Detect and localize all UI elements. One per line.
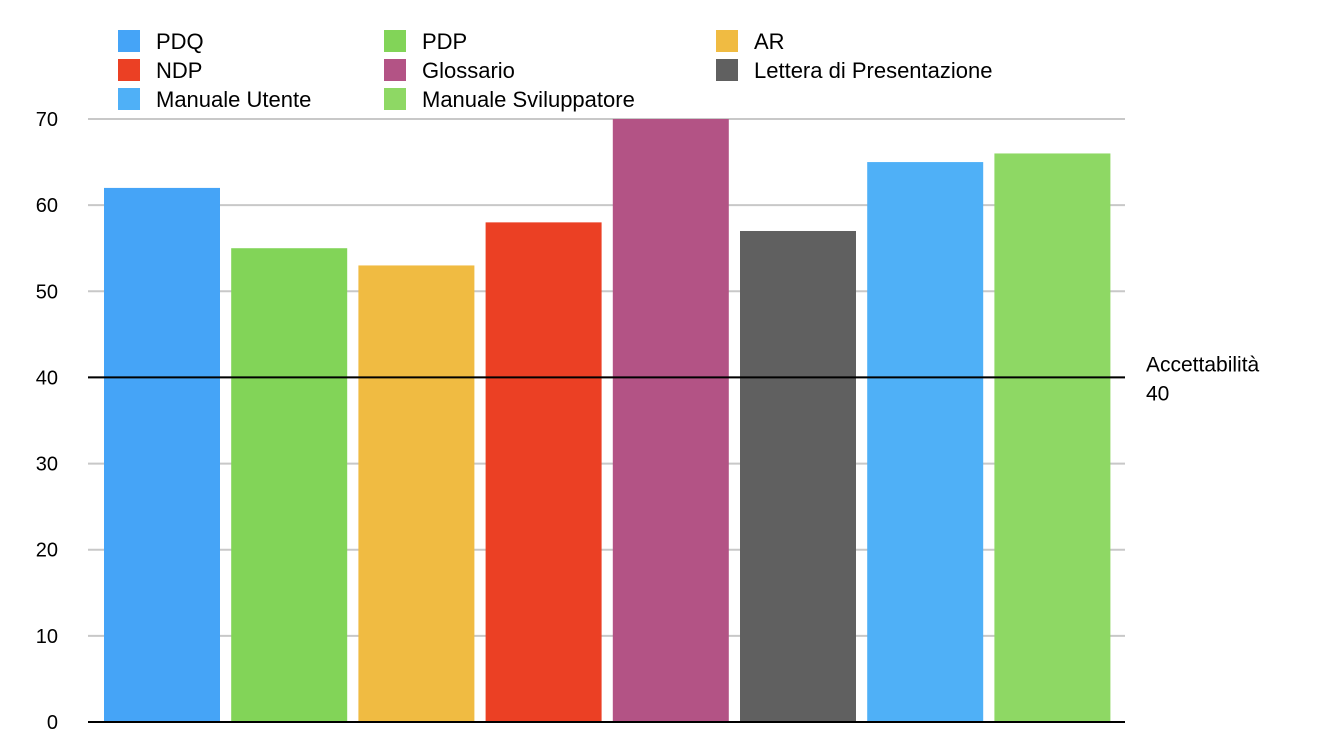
bar-ar — [358, 265, 475, 722]
y-tick-label-70: 70 — [36, 109, 58, 131]
reference-line-group: Accettabilità 40 — [88, 353, 1260, 405]
y-tick-label-50: 50 — [36, 281, 58, 303]
bars — [104, 119, 1111, 723]
legend-label-pdp: PDP — [422, 29, 467, 54]
y-axis: 0 10 20 30 40 50 60 70 — [36, 109, 1125, 734]
legend-label-glossario: Glossario — [422, 58, 515, 83]
reference-line-label: Accettabilità — [1146, 353, 1260, 376]
bar-manuale-sviluppatore — [994, 153, 1111, 722]
y-tick-label-20: 20 — [36, 540, 58, 562]
legend-label-lettera-di-presentazione: Lettera di Presentazione — [754, 58, 993, 83]
bar-pdq — [104, 187, 220, 722]
bar-glossario — [612, 119, 729, 722]
y-tick-label-30: 30 — [36, 454, 58, 476]
y-tick-label-10: 10 — [36, 626, 58, 648]
legend-label-manuale-sviluppatore: Manuale Sviluppatore — [422, 87, 635, 112]
bar-lettera-di-presentazione — [740, 230, 856, 722]
legend-swatch-pdp — [384, 30, 406, 52]
legend-swatch-manuale-sviluppatore — [384, 88, 406, 110]
legend-swatch-manuale-utente — [118, 88, 140, 110]
y-tick-label-60: 60 — [36, 195, 58, 217]
y-tick-label-0: 0 — [47, 712, 58, 734]
reference-line-value: 40 — [1146, 382, 1169, 405]
legend-label-ar: AR — [754, 29, 785, 54]
bar-pdp — [231, 248, 348, 722]
legend-swatch-pdq — [118, 30, 140, 52]
bar-manuale-utente — [867, 162, 984, 723]
legend-swatch-ndp — [118, 59, 140, 81]
legend-swatch-ar — [716, 30, 738, 52]
legend-label-pdq: PDQ — [156, 29, 204, 54]
legend-swatch-lettera-di-presentazione — [716, 59, 738, 81]
legend-label-ndp: NDP — [156, 58, 202, 83]
legend: PDQ PDP AR NDP Glossario Lettera di Presentaz… — [118, 29, 993, 112]
legend-label-manuale-utente: Manuale Utente — [156, 87, 311, 112]
bar-ndp — [485, 222, 602, 722]
legend-swatch-glossario — [384, 59, 406, 81]
y-tick-label-40: 40 — [36, 367, 58, 389]
